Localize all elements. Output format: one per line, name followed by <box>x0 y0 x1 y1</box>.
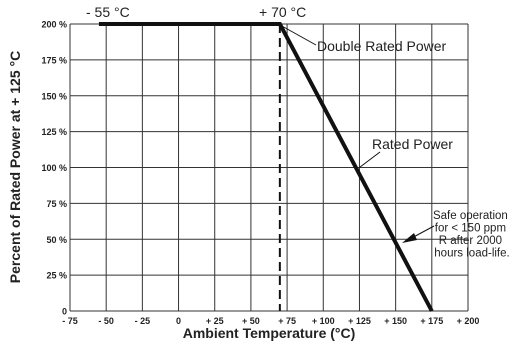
safe-operation-line-3: R after 2000 <box>439 235 502 247</box>
x-tick-labels: - 75 - 50 - 25 0 + 25 + 50 + 75 + 100 + 125 + 150… <box>62 316 479 326</box>
y-tick-label: 75 % <box>46 199 67 209</box>
x-tick-label: + 150 <box>384 316 407 326</box>
safe-area-arrowhead <box>402 233 417 243</box>
grid-lines <box>69 23 469 312</box>
min-temp-label: - 55 °C <box>86 4 130 20</box>
safe-operation-note: Safe operation for < 150 ppm R after 200… <box>433 210 511 260</box>
x-tick-label: + 50 <box>242 316 260 326</box>
leader-lines <box>281 25 435 243</box>
y-tick-label: 150 % <box>41 91 67 101</box>
y-tick-label: 125 % <box>41 127 67 137</box>
y-tick-label: 25 % <box>46 271 67 281</box>
x-tick-label: - 50 <box>98 316 114 326</box>
double-rated-leader <box>281 25 317 46</box>
x-tick-label: + 75 <box>278 316 296 326</box>
y-tick-label: 175 % <box>41 55 67 65</box>
knee-temp-label: + 70 °C <box>259 4 306 20</box>
x-tick-label: - 25 <box>135 316 151 326</box>
x-tick-label: + 25 <box>206 316 224 326</box>
y-tick-label: 100 % <box>41 163 67 173</box>
rated-leader <box>359 151 381 168</box>
series-group <box>98 22 434 312</box>
y-tick-label: 200 % <box>41 20 67 30</box>
x-tick-label: + 100 <box>312 316 335 326</box>
safe-operation-line-2: for < 150 ppm <box>435 223 506 235</box>
x-tick-label: + 200 <box>457 316 480 326</box>
y-tick-labels: 0 25 % 50 % 75 % 100 % 125 % 150 % 175 % 200 % <box>41 20 67 317</box>
x-tick-label: - 75 <box>62 316 78 326</box>
derating-curve <box>98 22 434 312</box>
x-tick-label: + 175 <box>420 316 443 326</box>
x-axis-title: Ambient Temperature (°C) <box>183 325 356 341</box>
x-tick-label: + 125 <box>348 316 371 326</box>
x-tick-label: 0 <box>176 316 181 326</box>
y-tick-label: 0 <box>62 307 67 317</box>
y-tick-label: 50 % <box>46 235 67 245</box>
y-axis-title: Percent of Rated Power at + 125 °C <box>7 51 23 283</box>
rated-power-label: Rated Power <box>372 136 453 152</box>
safe-operation-line-4: hours load-life. <box>434 248 509 260</box>
double-rated-power-label: Double Rated Power <box>317 38 447 54</box>
safe-operation-line-1: Safe operation <box>433 210 508 222</box>
